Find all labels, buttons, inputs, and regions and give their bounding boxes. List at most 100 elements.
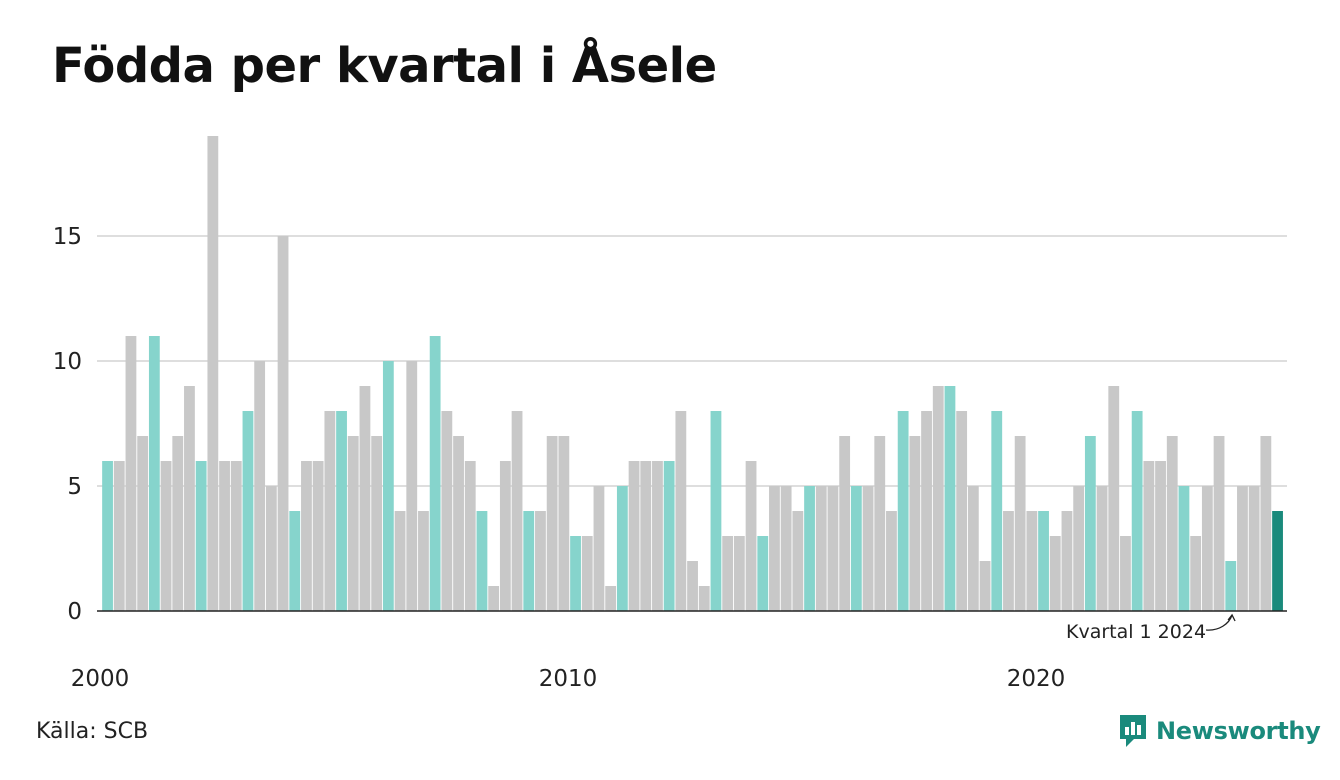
bar: [804, 486, 815, 611]
bar: [1096, 486, 1108, 611]
newsworthy-logo-icon: [1120, 715, 1146, 747]
bar: [347, 436, 359, 611]
bar: [113, 461, 125, 611]
bar: [265, 486, 277, 611]
bar: [1120, 536, 1131, 611]
brand-name: Newsworthy: [1156, 717, 1321, 745]
bar: [1248, 486, 1260, 611]
bar: [371, 436, 383, 611]
bar: [956, 411, 968, 611]
y-tick-label: 5: [67, 474, 82, 500]
bar: [148, 336, 160, 611]
bar: [499, 461, 511, 611]
bar: [874, 436, 886, 611]
bar: [944, 386, 956, 611]
y-tick-label: 0: [67, 599, 82, 625]
bar: [769, 486, 780, 611]
bar: [1190, 536, 1202, 611]
bar: [1108, 386, 1120, 611]
bar: [441, 411, 453, 611]
bar: [1038, 511, 1049, 611]
bar: [1178, 486, 1190, 611]
bar: [418, 511, 429, 611]
y-tick-label: 10: [53, 349, 82, 375]
bar: [1143, 461, 1155, 611]
bar: [979, 561, 991, 611]
bar: [1237, 486, 1248, 611]
bar: [921, 411, 932, 611]
bar: [184, 386, 195, 611]
bar: [1061, 511, 1073, 611]
bar: [1026, 511, 1038, 611]
bar: [429, 336, 441, 611]
bar: [453, 436, 464, 611]
bar: [616, 486, 628, 611]
y-tick-label: 15: [53, 224, 82, 250]
bar: [160, 461, 172, 611]
annotation-label: Kvartal 1 2024: [1066, 621, 1206, 643]
bar: [289, 511, 301, 611]
annotation: Kvartal 1 2024: [1066, 613, 1236, 643]
brand[interactable]: Newsworthy: [1118, 713, 1321, 749]
bar: [675, 411, 687, 611]
bar: [312, 461, 324, 611]
bar: [207, 136, 219, 611]
bar: [382, 361, 394, 611]
bar: [757, 536, 769, 611]
bar: [219, 461, 230, 611]
bar-chart: 0 5 10 15 2000 2010 2020 Kvartal 1 2024: [53, 136, 1287, 692]
bar: [195, 461, 207, 611]
bar: [909, 436, 921, 611]
bar: [1073, 486, 1085, 611]
bar: [886, 511, 897, 611]
source-note: Källa: SCB: [36, 719, 149, 744]
bar: [254, 361, 266, 611]
bar: [523, 511, 535, 611]
bar: [780, 486, 792, 611]
bar: [125, 336, 137, 611]
bar: [1225, 561, 1237, 611]
x-tick-label: 2020: [1007, 666, 1066, 692]
bar: [1084, 436, 1096, 611]
bar: [511, 411, 523, 611]
bar: [581, 536, 593, 611]
bar: [1166, 436, 1178, 611]
bars: [102, 136, 1283, 611]
bar: [558, 436, 570, 611]
x-tick-label: 2010: [539, 666, 598, 692]
bar: [698, 586, 710, 611]
bar: [1213, 436, 1225, 611]
bar: [839, 436, 851, 611]
bar: [488, 586, 500, 611]
bar: [406, 361, 418, 611]
bar: [277, 236, 289, 611]
bar: [172, 436, 184, 611]
bar: [1155, 461, 1166, 611]
bar: [336, 411, 347, 611]
bar: [359, 386, 371, 611]
annotation-arrow: [1206, 614, 1233, 631]
bar: [1131, 411, 1143, 611]
bar: [535, 511, 546, 611]
bar: [652, 461, 663, 611]
x-tick-label: 2000: [71, 666, 130, 692]
bar: [815, 486, 827, 611]
bar: [967, 486, 979, 611]
bar: [991, 411, 1003, 611]
bar: [476, 511, 488, 611]
bar: [1201, 486, 1213, 611]
bar: [324, 411, 336, 611]
bar: [687, 561, 698, 611]
bar: [628, 461, 640, 611]
chart-title: Födda per kvartal i Åsele: [52, 38, 717, 94]
axes: 0 5 10 15 2000 2010 2020: [53, 224, 1287, 692]
bar: [932, 386, 944, 611]
bar: [897, 411, 909, 611]
bar: [850, 486, 862, 611]
bar: [605, 586, 617, 611]
bar: [394, 511, 406, 611]
bar: [640, 461, 652, 611]
annotation-arrowhead: [1227, 613, 1236, 622]
bar: [1014, 436, 1026, 611]
